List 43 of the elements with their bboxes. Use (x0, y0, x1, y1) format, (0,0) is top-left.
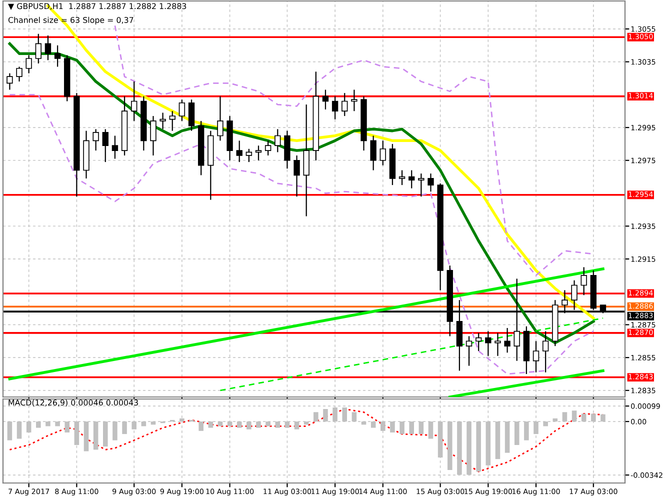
candlestick (246, 148, 252, 163)
candlestick (532, 340, 540, 373)
candlestick (494, 332, 501, 356)
candlestick (150, 115, 156, 156)
candlestick (236, 140, 242, 163)
candlestick (169, 110, 176, 132)
candlestick (485, 330, 492, 356)
candlestick (322, 89, 329, 110)
candlestick (102, 128, 108, 163)
candlestick (160, 112, 166, 130)
candlestick (274, 128, 281, 153)
candlestick (255, 145, 262, 161)
line-series (9, 408, 604, 472)
candlestick (294, 154, 300, 198)
candlestick (92, 128, 99, 152)
candlestick (580, 266, 587, 296)
candlestick (342, 92, 348, 117)
candlestick (26, 54, 32, 74)
candlestick (54, 44, 61, 68)
candlestick (264, 140, 272, 156)
candlestick (35, 33, 42, 64)
candlestick (380, 140, 386, 166)
candlestick (398, 170, 406, 186)
candlestick (351, 89, 358, 112)
candlestick (475, 332, 482, 352)
line-series (8, 42, 595, 344)
candlestick (466, 336, 472, 366)
candlestick (217, 96, 224, 142)
candlestick (542, 330, 549, 373)
candlestick (178, 99, 186, 122)
candlestick (428, 172, 434, 192)
candlestick (16, 66, 22, 82)
candlestick (332, 96, 338, 120)
candlestick (370, 135, 376, 171)
candlestick (188, 99, 195, 132)
candlestick (6, 72, 13, 90)
candlestick (408, 170, 415, 189)
candlestick (44, 34, 52, 61)
candlestick (418, 172, 424, 198)
candlestick (112, 135, 118, 160)
line-series (9, 94, 594, 375)
candlestick (504, 327, 510, 354)
candlestick (131, 80, 138, 122)
